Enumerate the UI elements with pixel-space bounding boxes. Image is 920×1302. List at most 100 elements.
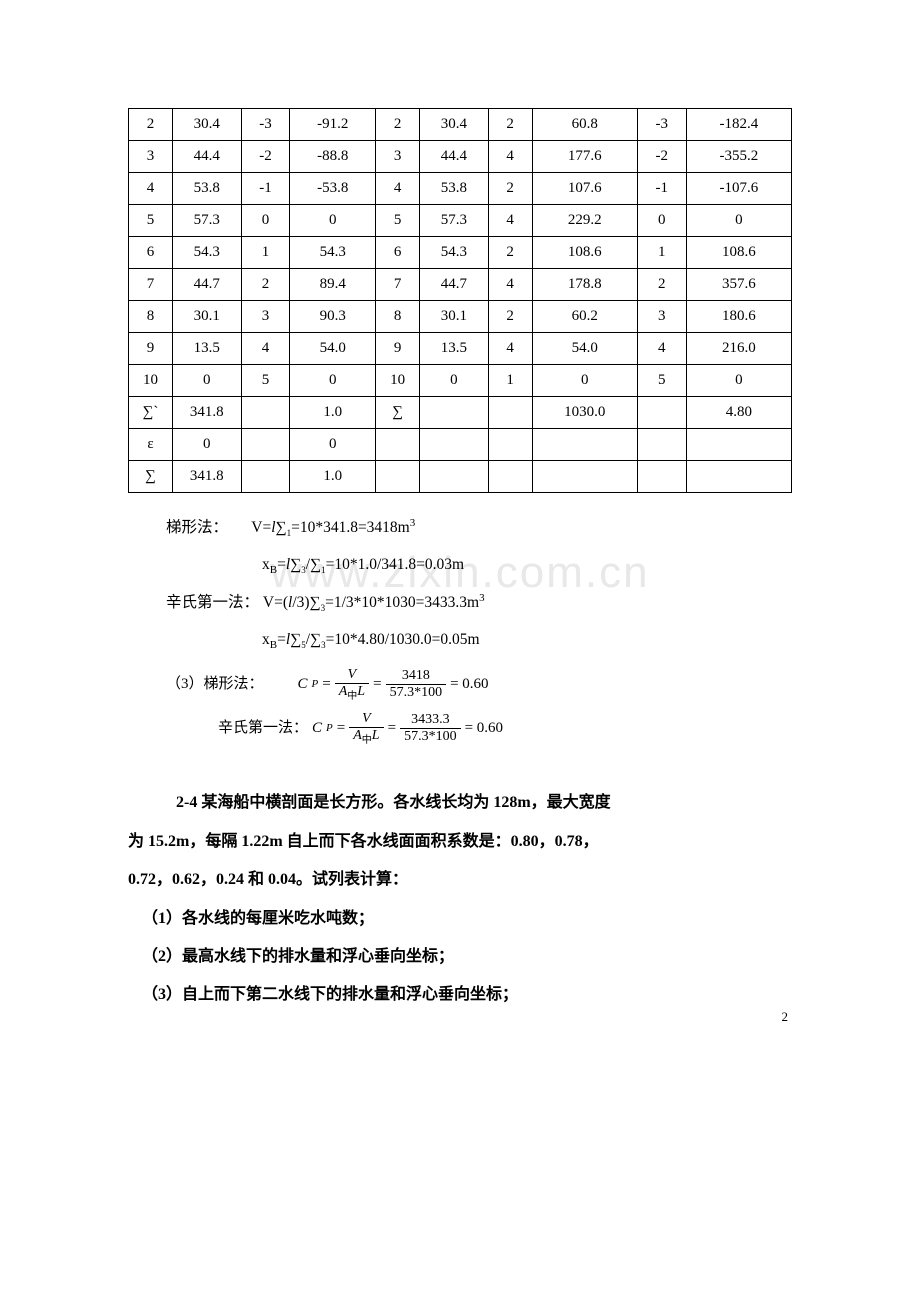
table-cell: 8 xyxy=(376,301,420,333)
table-cell: 4 xyxy=(376,173,420,205)
table-cell: 5 xyxy=(129,205,173,237)
table-row: 100501001050 xyxy=(129,365,792,397)
table-cell: 44.4 xyxy=(173,141,242,173)
table-cell: 0 xyxy=(173,429,242,461)
table-cell: -53.8 xyxy=(290,173,376,205)
table-cell xyxy=(420,461,489,493)
table-cell: 0 xyxy=(173,365,242,397)
table-row: ∑`341.81.0∑1030.04.80 xyxy=(129,397,792,429)
table-cell: 53.8 xyxy=(420,173,489,205)
table-cell: 216.0 xyxy=(686,333,791,365)
table-cell: ε xyxy=(129,429,173,461)
formula-cp-1: （3）梯形法： CP = V A中L = 3418 57.3*100 = 0.6… xyxy=(128,666,792,702)
formula-line-4: xB=l∑5/∑3=10*4.80/1030.0=0.05m xyxy=(128,621,792,658)
table-cell: -3 xyxy=(637,109,686,141)
table-row: 913.5454.0913.5454.04216.0 xyxy=(129,333,792,365)
table-cell: 2 xyxy=(637,269,686,301)
table-cell: ∑ xyxy=(129,461,173,493)
table-cell: 30.1 xyxy=(173,301,242,333)
table-cell: 341.8 xyxy=(173,461,242,493)
table-cell: 54.3 xyxy=(173,237,242,269)
table-row: ∑341.81.0 xyxy=(129,461,792,493)
table-cell: 4 xyxy=(241,333,290,365)
table-cell: ∑` xyxy=(129,397,173,429)
table-cell xyxy=(376,429,420,461)
table-cell: 57.3 xyxy=(420,205,489,237)
table-cell xyxy=(420,397,489,429)
table-cell: 1 xyxy=(488,365,532,397)
table-cell: 9 xyxy=(376,333,420,365)
table-cell: 44.7 xyxy=(420,269,489,301)
table-cell: 6 xyxy=(129,237,173,269)
table-cell: 0 xyxy=(241,205,290,237)
table-cell: -88.8 xyxy=(290,141,376,173)
table-cell xyxy=(637,397,686,429)
table-cell: 7 xyxy=(376,269,420,301)
table-cell: 60.8 xyxy=(532,109,637,141)
table-cell: 30.1 xyxy=(420,301,489,333)
table-cell: 4 xyxy=(637,333,686,365)
table-cell xyxy=(686,429,791,461)
table-cell: 30.4 xyxy=(173,109,242,141)
table-cell xyxy=(241,461,290,493)
table-cell: 0 xyxy=(532,365,637,397)
table-cell: -1 xyxy=(637,173,686,205)
table-cell: 89.4 xyxy=(290,269,376,301)
table-cell: 4 xyxy=(488,205,532,237)
table-cell: 5 xyxy=(376,205,420,237)
table-cell: 3 xyxy=(376,141,420,173)
table-cell: 4.80 xyxy=(686,397,791,429)
table-cell: 6 xyxy=(376,237,420,269)
table-cell: 44.7 xyxy=(173,269,242,301)
table-cell: 0 xyxy=(637,205,686,237)
table-cell: -2 xyxy=(241,141,290,173)
table-row: 557.300557.34229.200 xyxy=(129,205,792,237)
table-cell xyxy=(532,429,637,461)
table-cell: 0 xyxy=(290,429,376,461)
table-cell: -91.2 xyxy=(290,109,376,141)
table-cell xyxy=(420,429,489,461)
table-cell: 178.8 xyxy=(532,269,637,301)
table-cell: 5 xyxy=(637,365,686,397)
table-cell: 0 xyxy=(686,205,791,237)
table-cell xyxy=(532,461,637,493)
table-cell: -3 xyxy=(241,109,290,141)
table-cell: 54.3 xyxy=(290,237,376,269)
table-cell: 7 xyxy=(129,269,173,301)
table-row: ε00 xyxy=(129,429,792,461)
table-cell: -1 xyxy=(241,173,290,205)
table-cell xyxy=(241,397,290,429)
table-cell: 107.6 xyxy=(532,173,637,205)
table-cell xyxy=(488,397,532,429)
formula-line-2: xB=l∑3/∑1=10*1.0/341.8=0.03m xyxy=(128,546,792,583)
table-cell: 30.4 xyxy=(420,109,489,141)
table-cell: 57.3 xyxy=(173,205,242,237)
table-cell: 2 xyxy=(488,173,532,205)
table-cell: 2 xyxy=(241,269,290,301)
table-cell: 0 xyxy=(420,365,489,397)
formula-line-3: 辛氏第一法： V=(l/3)∑3=1/3*10*1030=3433.3m3 xyxy=(128,584,792,621)
table-cell: -107.6 xyxy=(686,173,791,205)
table-row: 453.8-1-53.8453.82107.6-1-107.6 xyxy=(129,173,792,205)
formula-cp-2: 辛氏第一法： CP = V A中L = 3433.3 57.3*100 = 0.… xyxy=(128,710,792,746)
table-row: 654.3154.3654.32108.61108.6 xyxy=(129,237,792,269)
table-cell xyxy=(637,461,686,493)
table-cell: 108.6 xyxy=(532,237,637,269)
table-cell: 180.6 xyxy=(686,301,791,333)
table-cell: 2 xyxy=(488,301,532,333)
table-cell: 4 xyxy=(488,269,532,301)
table-cell: -355.2 xyxy=(686,141,791,173)
table-cell: 8 xyxy=(129,301,173,333)
table-cell: 2 xyxy=(488,109,532,141)
table-cell: 357.6 xyxy=(686,269,791,301)
table-cell: 108.6 xyxy=(686,237,791,269)
table-cell: ∑ xyxy=(376,397,420,429)
table-cell: 2 xyxy=(488,237,532,269)
data-table: 230.4-3-91.2230.4260.8-3-182.4344.4-2-88… xyxy=(128,108,792,493)
table-cell: 4 xyxy=(488,333,532,365)
table-cell: 1.0 xyxy=(290,397,376,429)
table-cell: 2 xyxy=(376,109,420,141)
table-cell: 229.2 xyxy=(532,205,637,237)
problem-text: 2-4 某海船中横剖面是长方形。各水线长均为 128m，最大宽度 为 15.2m… xyxy=(128,784,792,1014)
table-cell: 53.8 xyxy=(173,173,242,205)
